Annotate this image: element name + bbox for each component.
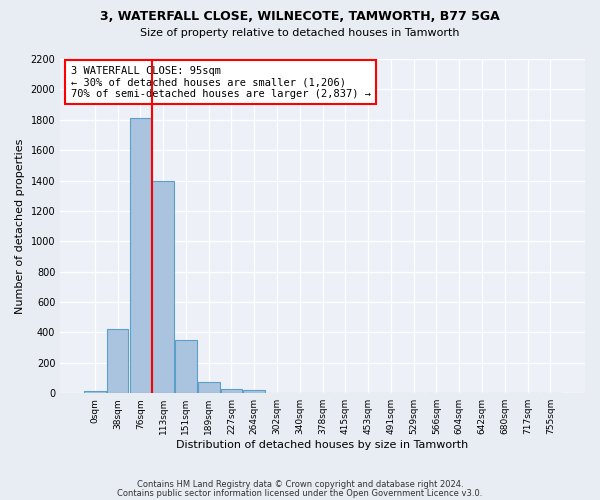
Bar xyxy=(84,391,106,393)
Bar xyxy=(107,330,128,393)
Bar xyxy=(130,118,151,393)
Bar xyxy=(152,180,174,393)
Text: Size of property relative to detached houses in Tamworth: Size of property relative to detached ho… xyxy=(140,28,460,38)
Bar xyxy=(175,340,197,393)
Text: Contains public sector information licensed under the Open Government Licence v3: Contains public sector information licen… xyxy=(118,489,482,498)
X-axis label: Distribution of detached houses by size in Tamworth: Distribution of detached houses by size … xyxy=(176,440,469,450)
Text: Contains HM Land Registry data © Crown copyright and database right 2024.: Contains HM Land Registry data © Crown c… xyxy=(137,480,463,489)
Text: 3, WATERFALL CLOSE, WILNECOTE, TAMWORTH, B77 5GA: 3, WATERFALL CLOSE, WILNECOTE, TAMWORTH,… xyxy=(100,10,500,23)
Bar xyxy=(198,382,220,393)
Bar xyxy=(244,390,265,393)
Text: 3 WATERFALL CLOSE: 95sqm
← 30% of detached houses are smaller (1,206)
70% of sem: 3 WATERFALL CLOSE: 95sqm ← 30% of detach… xyxy=(71,66,371,99)
Y-axis label: Number of detached properties: Number of detached properties xyxy=(15,138,25,314)
Bar xyxy=(221,390,242,393)
